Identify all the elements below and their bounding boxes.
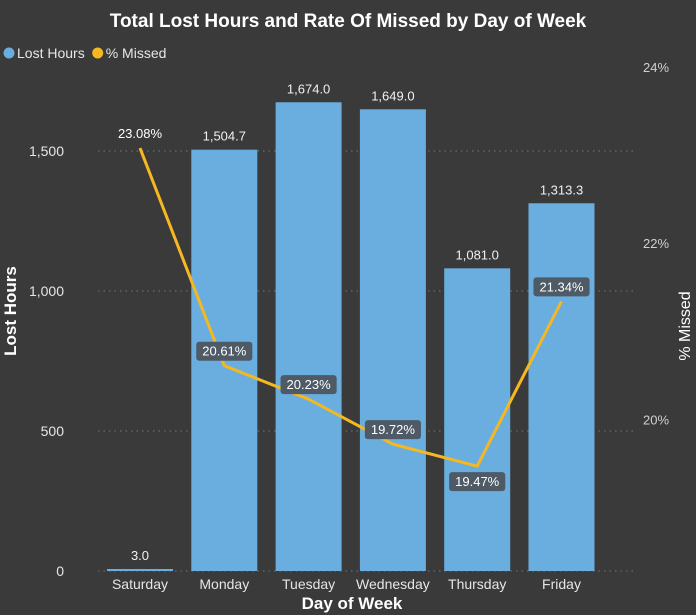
point-label-box bbox=[196, 341, 253, 361]
x-tick-label: Thursday bbox=[448, 576, 506, 592]
bar-series bbox=[107, 102, 595, 571]
point-label-text: 21.34% bbox=[539, 279, 584, 294]
legend-label-1: % Missed bbox=[106, 45, 167, 61]
bar-wednesday bbox=[359, 109, 426, 571]
bar-saturday bbox=[107, 569, 173, 571]
chart-title: Total Lost Hours and Rate Of Missed by D… bbox=[110, 11, 587, 32]
y-axis-title: Lost Hours bbox=[1, 266, 20, 356]
point-label-text: 19.47% bbox=[455, 474, 500, 489]
point-label-text: 19.72% bbox=[371, 422, 416, 437]
y-tick-label: 500 bbox=[41, 423, 65, 439]
y2-tick-label: 22% bbox=[643, 236, 669, 251]
line-missed-rate bbox=[138, 147, 563, 468]
x-tick-label: Wednesday bbox=[356, 576, 430, 592]
bar-value-label: 1,081.0 bbox=[456, 247, 499, 262]
legend-marker-0 bbox=[3, 47, 15, 59]
point-label-text: 23.08% bbox=[118, 126, 163, 141]
line-series: 23.08% 20.61% 20.23% 19.72% 19.47% 21.34% bbox=[118, 126, 590, 492]
point-label-text: 20.23% bbox=[287, 377, 332, 392]
y2-tick-label: 20% bbox=[643, 412, 669, 427]
bar-value-label: 3.0 bbox=[131, 548, 149, 563]
bar-thursday bbox=[444, 268, 511, 571]
x-tick-label: Friday bbox=[542, 576, 581, 592]
x-axis: Saturday Monday Tuesday Wednesday Thursday Fr… bbox=[112, 576, 581, 592]
point-label-box bbox=[364, 420, 421, 440]
point-label-tuesday: 20.23% bbox=[280, 375, 337, 395]
y-tick-label: 1,000 bbox=[29, 283, 64, 299]
y2-axis-title: % Missed bbox=[677, 291, 694, 360]
point-label-thursday: 19.47% bbox=[449, 472, 506, 492]
point-label-box bbox=[449, 472, 506, 492]
point-label-wednesday: 19.72% bbox=[364, 420, 421, 440]
y-axis-left: 0 500 1,000 1,500 bbox=[29, 143, 64, 579]
legend-label-0: Lost Hours bbox=[17, 45, 85, 61]
bar-tuesday bbox=[275, 102, 342, 571]
point-label-box bbox=[280, 375, 337, 395]
bar-value-label: 1,649.0 bbox=[371, 88, 414, 103]
point-label-monday: 20.61% bbox=[196, 341, 253, 361]
bar-value-label: 1,674.0 bbox=[287, 81, 330, 96]
y2-tick-label: 24% bbox=[643, 60, 669, 75]
x-tick-label: Tuesday bbox=[282, 576, 335, 592]
point-label-saturday: 23.08% bbox=[118, 126, 163, 141]
x-tick-label: Monday bbox=[199, 576, 249, 592]
legend-marker-1 bbox=[92, 47, 104, 59]
y-tick-label: 1,500 bbox=[29, 143, 64, 159]
bar-value-label: 1,313.3 bbox=[540, 182, 583, 197]
bar-labels: 3.0 1,504.7 1,674.0 1,649.0 1,081.0 1,313.3 bbox=[131, 81, 583, 563]
x-tick-label: Saturday bbox=[112, 576, 168, 592]
bar-friday bbox=[528, 203, 595, 571]
x-axis-title: Day of Week bbox=[302, 594, 403, 613]
point-label-text: 20.61% bbox=[202, 344, 247, 359]
point-label-box bbox=[533, 277, 590, 297]
y-tick-label: 0 bbox=[56, 563, 64, 579]
legend: Lost Hours % Missed bbox=[3, 45, 167, 61]
y-axis-right: 20% 22% 24% bbox=[643, 60, 669, 427]
bar-value-label: 1,504.7 bbox=[203, 129, 246, 144]
point-label-friday: 21.34% bbox=[533, 277, 590, 297]
